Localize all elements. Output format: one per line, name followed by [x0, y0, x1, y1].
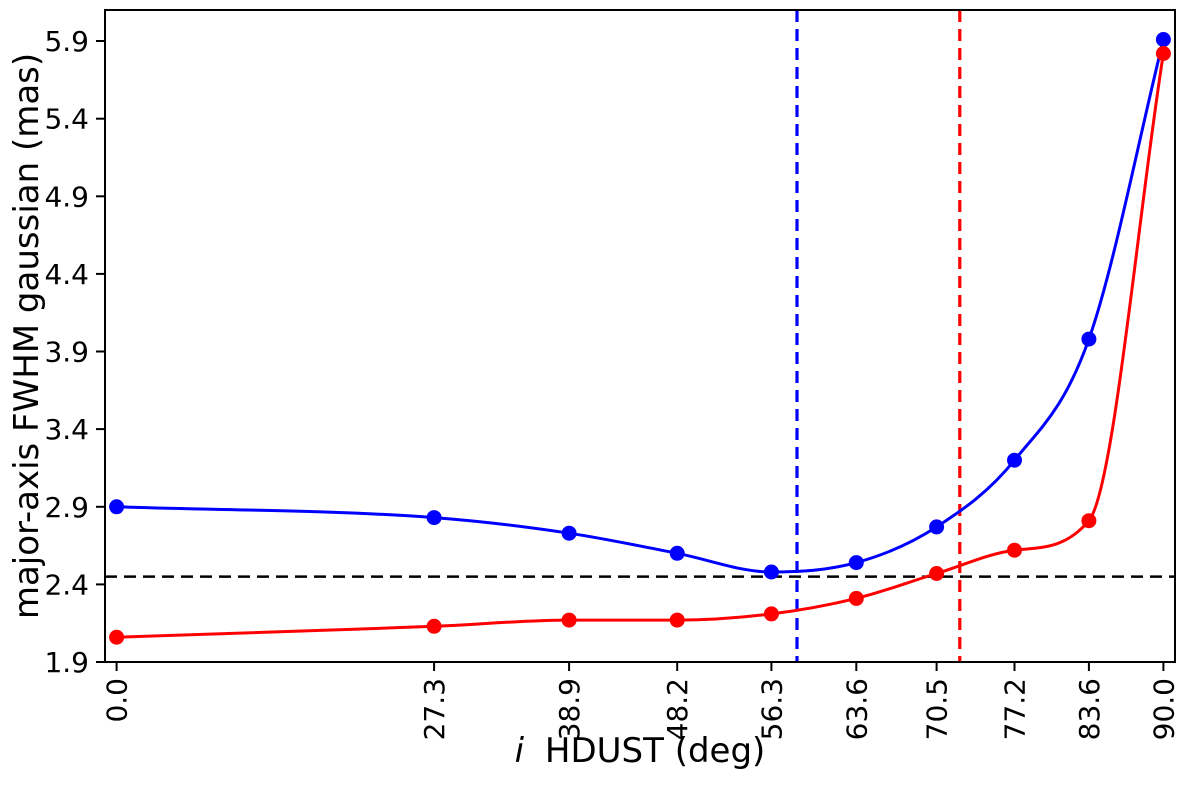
x-axis-label-text: HDUST (deg) — [545, 731, 765, 771]
data-point-red-model — [1007, 542, 1022, 558]
data-point-blue-model — [669, 545, 685, 561]
y-tick-label: 5.4 — [44, 103, 89, 136]
x-tick-label: 0.0 — [101, 678, 134, 723]
data-point-blue-model — [763, 564, 779, 580]
x-tick-label: 90.0 — [1147, 678, 1180, 740]
series-line-red-model — [116, 53, 1165, 639]
data-point-blue-model — [1081, 331, 1097, 347]
x-tick-label: 48.2 — [661, 678, 694, 740]
x-tick-label: 70.5 — [921, 678, 954, 740]
data-point-blue-model — [1007, 452, 1022, 468]
data-point-red-model — [561, 612, 577, 628]
data-point-blue-model — [929, 519, 945, 535]
data-point-red-model — [669, 612, 685, 628]
data-point-red-model — [109, 629, 125, 645]
x-tick-label: 27.3 — [418, 678, 451, 740]
plot-area: 1.9 2.4 2.9 3.4 3.9 4.4 4.9 5.4 5.9 0.0 27.3 38.9 48… — [44, 9, 1180, 740]
data-point-red-model — [848, 590, 864, 606]
y-tick-label: 5.9 — [44, 25, 89, 58]
x-tick-label: 38.9 — [553, 678, 586, 740]
data-point-blue-model — [109, 499, 125, 515]
data-point-blue-model — [426, 510, 442, 526]
y-axis-label: major-axis FWHM gaussian (mas) — [7, 53, 47, 619]
x-tick-label: 83.6 — [1073, 678, 1106, 740]
data-point-blue-model — [1155, 32, 1171, 47]
x-axis-label: i HDUST (deg) — [515, 731, 766, 771]
data-point-red-model — [763, 606, 779, 622]
y-tick-label: 4.4 — [44, 258, 89, 291]
data-point-red-model — [1081, 513, 1097, 529]
x-tick-label: 56.3 — [755, 678, 788, 740]
series-line-blue-model — [116, 39, 1165, 574]
data-point-red-model — [426, 618, 442, 634]
x-tick-label: 77.2 — [999, 678, 1032, 740]
x-axis-label-variable: i — [515, 731, 525, 771]
y-tick-label: 3.9 — [44, 336, 89, 369]
y-tick-label: 4.9 — [44, 180, 89, 213]
y-tick-label: 1.9 — [44, 646, 89, 679]
y-tick-label: 3.4 — [44, 413, 89, 446]
y-tick-label: 2.9 — [44, 491, 89, 524]
y-tick-label: 2.4 — [44, 568, 89, 601]
plot-frame — [104, 9, 1176, 663]
data-point-red-model — [929, 566, 945, 581]
data-point-red-model — [1155, 46, 1171, 61]
x-tick-label: 63.6 — [840, 678, 873, 740]
data-point-blue-model — [848, 555, 864, 571]
data-point-blue-model — [561, 525, 577, 541]
